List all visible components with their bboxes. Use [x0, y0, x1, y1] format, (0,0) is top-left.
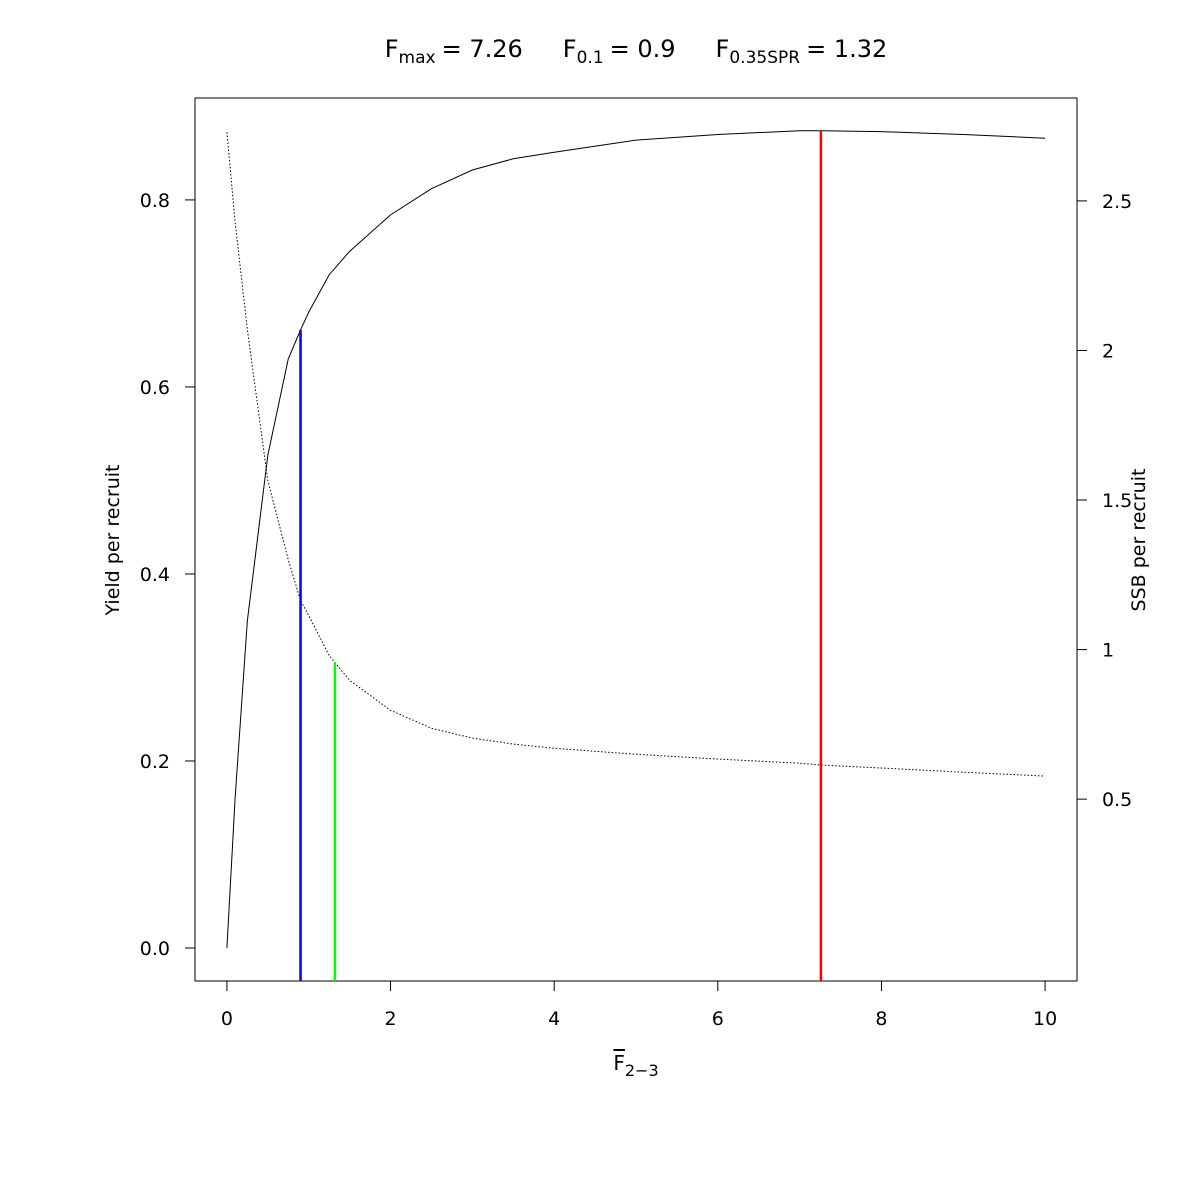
x-tick-label: 10: [1033, 1008, 1057, 1030]
curve: [226, 132, 1046, 777]
y2-tick-label: 2: [1102, 340, 1114, 362]
title-subscript: 0.35SPR: [729, 48, 800, 68]
title-symbol: F: [716, 35, 730, 63]
title-value: = 7.26: [442, 35, 523, 63]
title-subscript: 0.1: [577, 48, 604, 68]
y-tick-label: 0.2: [140, 751, 170, 773]
y2-tick-label: 2.5: [1102, 191, 1132, 213]
title-value: = 1.32: [806, 35, 887, 63]
y2-tick-label: 1.5: [1102, 490, 1132, 512]
x-tick-label: 4: [548, 1008, 560, 1030]
title-value: = 0.9: [610, 35, 676, 63]
title-symbol: F: [385, 35, 399, 63]
title-subscript: max: [399, 48, 436, 68]
x-tick-label: 6: [712, 1008, 724, 1030]
y-tick-label: 0.0: [140, 938, 170, 960]
x-tick-label: 0: [221, 1008, 233, 1030]
curve: [226, 130, 1046, 949]
x-axis-label: F2−3: [613, 1051, 658, 1080]
x-label-symbol: F: [613, 1051, 625, 1075]
y-tick-label: 0.4: [140, 564, 170, 586]
y2-tick-label: 0.5: [1102, 789, 1132, 811]
y-tick-label: 0.6: [140, 377, 170, 399]
x-tick-label: 2: [384, 1008, 396, 1030]
y-axis-label: Yield per recruit: [102, 465, 124, 617]
title-symbol: F: [563, 35, 577, 63]
x-tick-label: 8: [875, 1008, 887, 1030]
chart-title: Fmax = 7.26 F0.1 = 0.9 F0.35SPR = 1.32: [385, 35, 888, 68]
plot-frame: [194, 97, 1078, 982]
y-tick-label: 0.8: [140, 190, 170, 212]
y2-axis-label: SSB per recruit: [1128, 469, 1150, 612]
y2-tick-label: 1: [1102, 640, 1114, 662]
x-label-subscript: 2−3: [625, 1061, 659, 1080]
